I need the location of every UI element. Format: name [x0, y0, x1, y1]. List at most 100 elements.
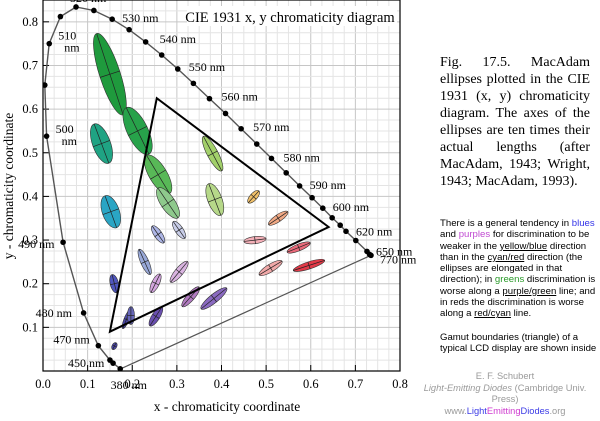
locus-point	[117, 366, 124, 371]
macadam-ellipse	[149, 273, 162, 294]
locus-point	[95, 342, 102, 349]
note-cyan-red: cyan/red	[487, 251, 525, 263]
x-axis-label: x - chromaticity coordinate	[154, 399, 301, 414]
ellipse-minor-axis	[110, 282, 119, 286]
note-greens: greens	[494, 274, 525, 286]
locus-point	[368, 252, 374, 259]
y-tick-label: 0.7	[22, 58, 38, 72]
note-text: discrimination is worse along a	[440, 274, 596, 297]
wavelength-label: 540 nm	[160, 32, 197, 46]
wavelength-label: 470 nm	[53, 333, 90, 347]
note-yellow-blue: yellow/blue	[499, 240, 548, 252]
credit-publisher: (Cambridge Univ. Press)	[491, 382, 587, 405]
locus-point	[43, 82, 48, 88]
wavelength-label: 580 nm	[283, 150, 320, 164]
locus-point	[268, 155, 275, 162]
note-purples: purples	[458, 229, 491, 241]
figure-caption: Fig. 17.5. MacAdam ellipses plotted in t…	[440, 55, 590, 189]
locus-point	[142, 39, 149, 45]
ellipse-minor-axis	[112, 345, 116, 348]
locus-point	[353, 237, 359, 244]
macadam-ellipse	[122, 106, 153, 155]
locus-point	[43, 133, 50, 139]
ellipse-minor-axis	[297, 244, 301, 251]
locus-point	[238, 125, 244, 132]
macadam-ellipse	[201, 135, 224, 172]
x-tick-label: 0.8	[392, 377, 408, 391]
ellipse-minor-axis	[187, 293, 194, 300]
x-tick-label: 0.1	[80, 377, 96, 391]
locus-point	[80, 310, 87, 316]
credit-url-www: www.	[444, 405, 467, 416]
locus-point	[329, 214, 335, 221]
macadam-ellipse	[169, 260, 189, 283]
locus-point	[57, 13, 64, 20]
note-and: and	[440, 229, 459, 241]
ellipse-minor-axis	[128, 126, 147, 136]
ellipse-minor-axis	[254, 236, 256, 244]
locus-point	[73, 4, 79, 10]
locus-point	[253, 141, 260, 147]
macadam-ellipse	[100, 195, 121, 229]
note-text: line.	[510, 308, 532, 320]
ellipse-minor-axis	[250, 194, 257, 200]
wavelength-label: 620 nm	[356, 224, 393, 238]
macadam-ellipse	[156, 187, 180, 219]
x-tick-label: 0.0	[35, 377, 51, 391]
ellipse-minor-axis	[150, 169, 166, 180]
ellipse-minor-axis	[175, 269, 183, 275]
note-purple-green: purple/green	[502, 285, 557, 297]
locus-point	[337, 222, 344, 229]
credit-book: Light-Emitting Diodes (Cambridge Univ. P…	[410, 383, 600, 406]
macadam-ellipse	[205, 183, 225, 216]
chromaticity-chart: 0.0 0.1 0.2 0.3 0.4 0.5 0.6 0.7 0.8 0.1 0.2 0.3 0.4 0…	[1, 0, 417, 414]
wavelength-label: 380 nm	[111, 378, 148, 392]
wavelength-label: 510	[58, 29, 76, 43]
macadam-ellipse	[247, 190, 260, 204]
ellipse-minor-axis	[161, 198, 175, 208]
macadam-ellipse	[111, 342, 118, 350]
macadam-ellipse	[286, 241, 311, 254]
ellipse-minor-axis	[175, 227, 183, 233]
y-tick-label: 0.5	[22, 146, 38, 160]
wavelength-label: 520 nm	[70, 0, 107, 5]
macadam-ellipse	[258, 260, 283, 276]
macadam-ellipse	[172, 220, 187, 240]
credit-url-part: Light	[466, 405, 487, 416]
ellipse-minor-axis	[207, 150, 218, 157]
y-axis-label: y - chromaticity coordinate	[1, 113, 16, 260]
wavelength-label: 490 nm	[18, 237, 55, 251]
locus-point	[46, 40, 53, 47]
credit-url-site: LightEmittingDiodes	[467, 406, 550, 416]
ellipse-minor-axis	[93, 140, 110, 148]
locus-point	[158, 52, 165, 58]
wavelength-label: 500	[56, 122, 74, 136]
ellipse-minor-axis	[208, 196, 222, 203]
x-tick-label: 0.2	[124, 377, 140, 391]
credit-url-part: Emitting	[486, 405, 521, 416]
x-tick-label: 0.7	[348, 377, 364, 391]
ellipse-minor-axis	[100, 70, 120, 78]
locus-point	[309, 194, 315, 201]
y-tick-label: 0.2	[22, 277, 38, 291]
note-text: for discrimination to be weaker in the	[440, 229, 590, 252]
locus-point	[190, 80, 197, 87]
macadam-ellipses	[90, 33, 326, 350]
x-tick-label: 0.3	[169, 377, 185, 391]
macadam-ellipse	[109, 274, 120, 294]
y-tick-label: 0.4	[22, 189, 38, 203]
ellipse-minor-axis	[152, 313, 160, 319]
ellipse-minor-axis	[151, 281, 160, 286]
macadam-ellipse	[90, 123, 113, 164]
y-tick-label: 0.8	[22, 15, 38, 29]
locus-point	[343, 228, 349, 235]
wavelength-label: 600 nm	[333, 200, 370, 214]
x-tick-label: 0.4	[214, 377, 230, 391]
purple-line	[120, 254, 372, 370]
credit-url: www.LightEmittingDiodes.org	[410, 406, 600, 418]
axis-ticks: 0.0 0.1 0.2 0.3 0.4 0.5 0.6 0.7 0.8 0.1 0.2 0.3 0.4 0…	[22, 15, 407, 391]
locus-point	[109, 16, 115, 23]
wavelength-label: 650 nm	[376, 244, 413, 258]
credit-block: E. F. Schubert Light-Emitting Diodes (Ca…	[410, 371, 600, 417]
